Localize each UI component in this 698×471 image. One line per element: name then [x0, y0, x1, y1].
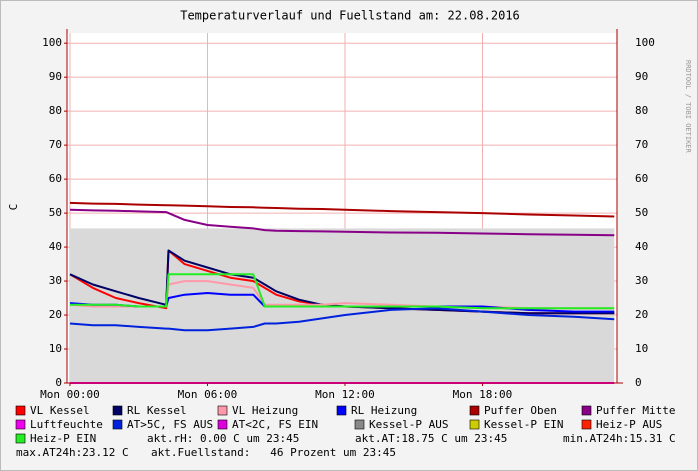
y-tick-label: 10	[49, 342, 62, 355]
marks	[69, 201, 615, 384]
legend-swatch	[469, 405, 480, 416]
y2-tick-label: 80	[635, 104, 648, 117]
y-tick-label: 90	[49, 70, 62, 83]
legend-label: RL Heizung	[351, 404, 417, 417]
legend: VL Kessel RL Kessel VL Heizung RL Heizung Pu…	[15, 404, 676, 459]
legend-swatch	[15, 419, 26, 430]
y-tick-label: 100	[42, 36, 62, 49]
y-tick-label: 70	[49, 138, 62, 151]
legend-label: VL Kessel	[30, 404, 90, 417]
x-tick-label: Mon 12:00	[315, 388, 375, 401]
line	[70, 273, 615, 310]
y-axis-label: C	[7, 204, 20, 211]
y2-tick-label: 40	[635, 240, 648, 253]
watermark: RRDTOOL / TOBI OETIKER	[684, 60, 692, 154]
legend-label: Luftfeuchte	[30, 418, 103, 431]
legend-swatch	[112, 405, 123, 416]
legend-label: RL Kessel	[127, 404, 187, 417]
y2-tick-label: 90	[635, 70, 648, 83]
legend-swatch	[354, 419, 365, 430]
y-tick-label: 20	[49, 308, 62, 321]
legend-label: Heiz-P EIN	[30, 432, 96, 445]
legend-label: Kessel-P EIN	[484, 418, 563, 431]
line	[69, 208, 615, 237]
legend-swatch	[112, 419, 123, 430]
line	[69, 307, 615, 332]
axes: 0 0 10 10 20 20 30 30 40 40 50 50 60 60 70 70 80 80 90 90 10…	[40, 29, 655, 401]
y-tick-label: 60	[49, 172, 62, 185]
y-tick-label: 30	[49, 274, 62, 287]
chart-title: Temperaturverlauf und Fuellstand am: 22.…	[180, 9, 520, 23]
legend-note: akt.AT:18.75 C um 23:45	[355, 432, 507, 445]
y-tick-label: 0	[55, 376, 62, 389]
legend-label: Kessel-P AUS	[369, 418, 448, 431]
legend-swatch	[336, 405, 347, 416]
legend-swatch	[217, 419, 228, 430]
legend-label: Heiz-P AUS	[596, 418, 662, 431]
x-tick-label: Mon 00:00	[40, 388, 100, 401]
x-tick-label: Mon 18:00	[453, 388, 513, 401]
legend-swatch	[217, 405, 228, 416]
legend-label: AT<2C, FS EIN	[232, 418, 318, 431]
legend-swatch	[581, 419, 592, 430]
y2-tick-label: 30	[635, 274, 648, 287]
legend-swatch	[15, 405, 26, 416]
y2-tick-label: 10	[635, 342, 648, 355]
y2-tick-label: 50	[635, 206, 648, 219]
legend-note: akt.rH: 0.00 C um 23:45	[147, 432, 299, 445]
y-tick-label: 80	[49, 104, 62, 117]
legend-swatch	[581, 405, 592, 416]
y2-tick-label: 60	[635, 172, 648, 185]
legend-label: Puffer Oben	[484, 404, 557, 417]
legend-note: max.AT24h:23.12 C	[16, 446, 129, 459]
y-tick-label: 50	[49, 206, 62, 219]
legend-label: Puffer Mitte	[596, 404, 675, 417]
x-tick-label: Mon 06:00	[178, 388, 238, 401]
legend-note: min.AT24h:15.31 C	[563, 432, 676, 445]
legend-label: AT>5C, FS AUS	[127, 418, 213, 431]
y2-tick-label: 20	[635, 308, 648, 321]
y2-tick-label: 70	[635, 138, 648, 151]
y-tick-label: 40	[49, 240, 62, 253]
legend-note: akt.Fuellstand: 46 Prozent um 23:45	[151, 446, 396, 459]
line	[69, 201, 615, 218]
legend-swatch	[15, 433, 26, 444]
y2-tick-label: 100	[635, 36, 655, 49]
legend-label: VL Heizung	[232, 404, 298, 417]
legend-swatch	[469, 419, 480, 430]
y2-tick-label: 0	[635, 376, 642, 389]
